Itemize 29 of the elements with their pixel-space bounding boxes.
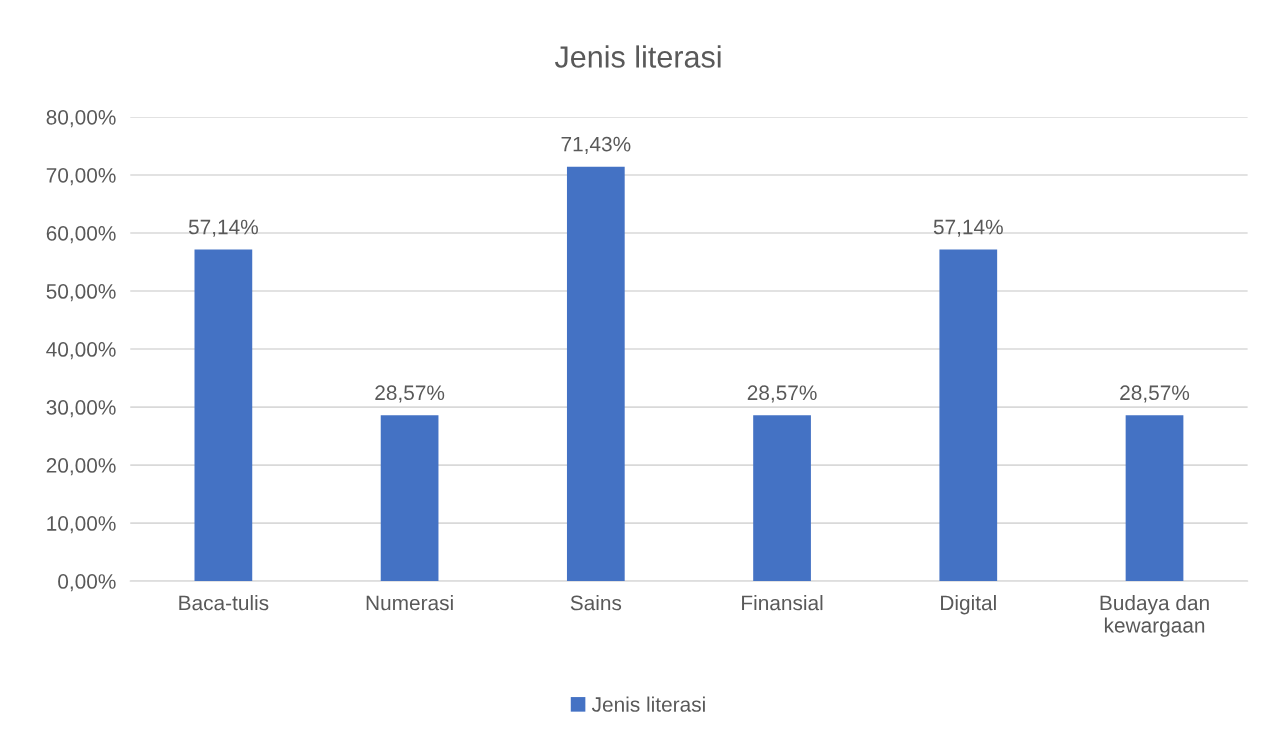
y-tick-label: 70,00%: [46, 167, 116, 186]
data-label: 28,57%: [747, 385, 817, 403]
x-tick-label: Budaya dan kewargaan: [1100, 594, 1209, 637]
x-tick-label: Numerasi: [366, 594, 453, 611]
bar: [1125, 415, 1184, 582]
x-tick-label: Finansial: [742, 594, 823, 611]
data-label: 28,57%: [375, 385, 445, 403]
bar: [194, 249, 253, 582]
x-tick-label: Baca-tulis: [179, 594, 269, 611]
y-tick-label: 10,00%: [47, 516, 116, 534]
y-tick-label: 40,00%: [46, 342, 116, 360]
data-label: 71,43%: [561, 136, 631, 154]
bar: [566, 166, 625, 582]
data-label: 57,14%: [933, 219, 1003, 237]
y-tick-label: 50,00%: [46, 284, 116, 302]
bar: [939, 249, 998, 582]
data-label: 28,57%: [1120, 385, 1190, 403]
y-tick-label: 20,00%: [46, 458, 116, 476]
x-tick-label: Digital: [941, 594, 996, 615]
bar: [380, 415, 439, 582]
y-tick-label: 80,00%: [46, 109, 116, 128]
bar: [753, 415, 811, 582]
legend-label: Jenis literasi: [591, 696, 705, 712]
data-label: 57,14%: [188, 219, 258, 237]
x-tick-label: Sains: [570, 594, 622, 611]
y-tick-label: 30,00%: [46, 400, 116, 418]
chart-title: Jenis literasi: [554, 45, 721, 68]
y-tick-label: 0,00%: [58, 574, 116, 592]
y-tick-label: 60,00%: [46, 226, 116, 244]
